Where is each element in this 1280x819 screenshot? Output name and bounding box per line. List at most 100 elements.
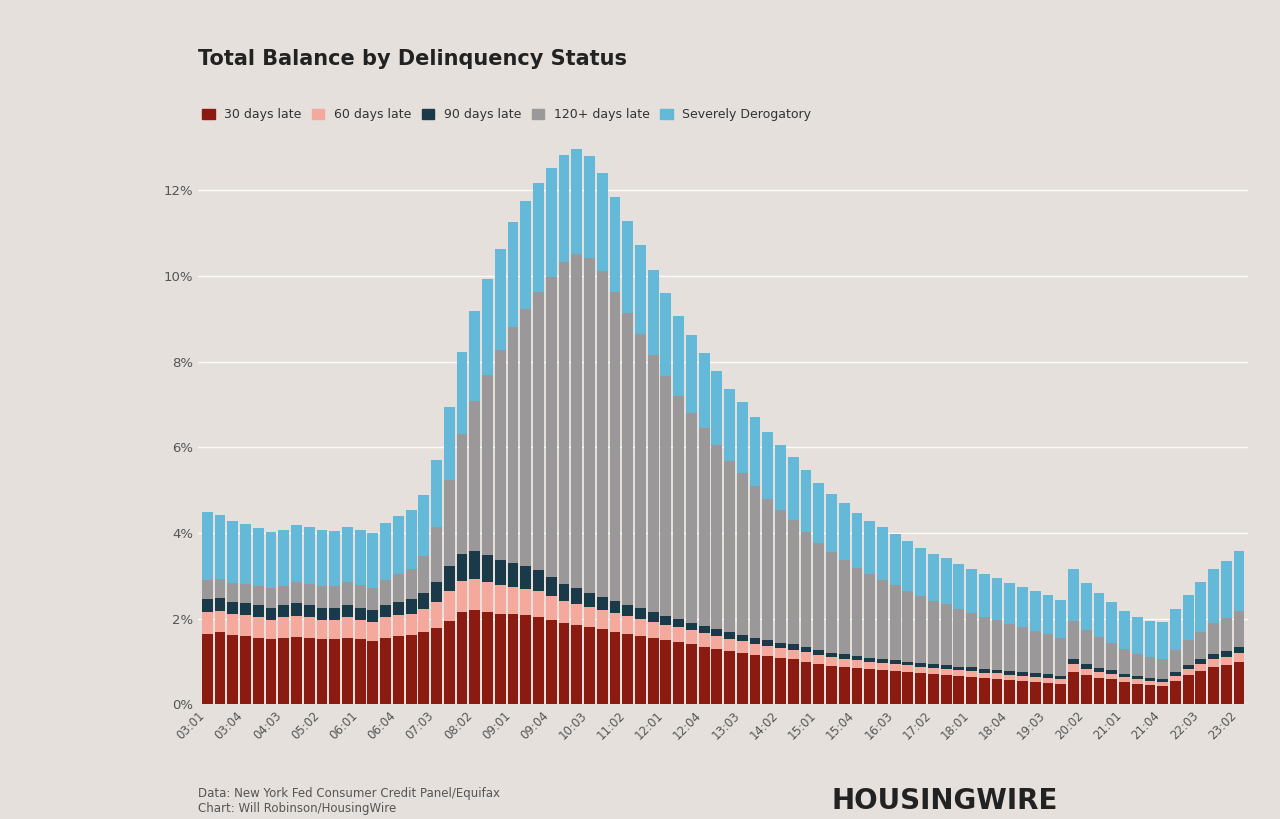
- Bar: [316, 639, 328, 704]
- Bar: [228, 603, 238, 614]
- Bar: [609, 613, 621, 631]
- Bar: [228, 521, 238, 583]
- Bar: [992, 578, 1002, 620]
- Bar: [508, 586, 518, 614]
- Bar: [228, 635, 238, 704]
- Bar: [660, 616, 671, 625]
- Bar: [699, 428, 709, 626]
- Bar: [419, 632, 429, 704]
- Bar: [571, 254, 582, 588]
- Bar: [864, 669, 876, 704]
- Bar: [673, 316, 684, 396]
- Bar: [1196, 671, 1206, 704]
- Bar: [1208, 659, 1219, 667]
- Bar: [928, 600, 938, 664]
- Bar: [329, 586, 340, 608]
- Bar: [215, 611, 225, 632]
- Bar: [329, 532, 340, 586]
- Bar: [1080, 669, 1092, 675]
- Bar: [291, 604, 302, 616]
- Bar: [367, 622, 379, 641]
- Bar: [635, 245, 646, 334]
- Bar: [1144, 657, 1156, 678]
- Bar: [737, 402, 748, 473]
- Bar: [532, 570, 544, 590]
- Bar: [406, 635, 416, 704]
- Bar: [380, 638, 392, 704]
- Bar: [941, 559, 951, 604]
- Bar: [558, 600, 570, 623]
- Bar: [954, 676, 964, 704]
- Bar: [470, 579, 480, 610]
- Legend: 30 days late, 60 days late, 90 days late, 120+ days late, Severely Derogatory: 30 days late, 60 days late, 90 days late…: [198, 105, 815, 125]
- Bar: [1030, 682, 1041, 704]
- Bar: [1221, 561, 1231, 618]
- Bar: [864, 521, 876, 574]
- Bar: [1196, 659, 1206, 664]
- Bar: [776, 445, 786, 510]
- Bar: [470, 610, 480, 704]
- Bar: [1234, 551, 1244, 610]
- Bar: [1234, 647, 1244, 653]
- Bar: [1080, 675, 1092, 704]
- Bar: [1157, 679, 1169, 682]
- Bar: [1043, 634, 1053, 674]
- Bar: [1157, 659, 1169, 679]
- Bar: [992, 620, 1002, 670]
- Bar: [202, 580, 212, 600]
- Bar: [521, 201, 531, 310]
- Bar: [776, 648, 786, 658]
- Bar: [596, 271, 608, 597]
- Bar: [1144, 622, 1156, 657]
- Bar: [954, 667, 964, 671]
- Bar: [724, 461, 735, 632]
- Bar: [1068, 659, 1079, 664]
- Bar: [1170, 650, 1181, 672]
- Bar: [800, 532, 812, 647]
- Bar: [355, 586, 366, 608]
- Bar: [826, 494, 837, 552]
- Bar: [1170, 609, 1181, 650]
- Bar: [1106, 671, 1117, 674]
- Bar: [851, 514, 863, 568]
- Bar: [1221, 657, 1231, 665]
- Bar: [941, 669, 951, 675]
- Bar: [673, 627, 684, 642]
- Bar: [571, 604, 582, 625]
- Bar: [367, 533, 379, 588]
- Bar: [1018, 672, 1028, 676]
- Bar: [979, 678, 989, 704]
- Bar: [1132, 680, 1143, 684]
- Bar: [545, 595, 557, 619]
- Bar: [380, 604, 392, 618]
- Bar: [329, 608, 340, 619]
- Bar: [584, 592, 595, 607]
- Bar: [992, 673, 1002, 679]
- Bar: [483, 613, 493, 704]
- Bar: [291, 616, 302, 636]
- Bar: [342, 527, 353, 582]
- Bar: [851, 660, 863, 668]
- Bar: [584, 258, 595, 592]
- Bar: [712, 371, 722, 445]
- Bar: [851, 568, 863, 656]
- Bar: [1005, 624, 1015, 671]
- Bar: [291, 636, 302, 704]
- Bar: [686, 413, 696, 622]
- Bar: [342, 638, 353, 704]
- Bar: [1093, 672, 1105, 678]
- Bar: [483, 555, 493, 582]
- Bar: [609, 197, 621, 292]
- Bar: [355, 530, 366, 586]
- Bar: [673, 642, 684, 704]
- Bar: [699, 353, 709, 428]
- Bar: [890, 672, 901, 704]
- Bar: [622, 616, 634, 634]
- Bar: [265, 608, 276, 619]
- Bar: [1221, 665, 1231, 704]
- Bar: [253, 605, 264, 618]
- Bar: [495, 350, 506, 559]
- Bar: [776, 658, 786, 704]
- Bar: [648, 355, 658, 613]
- Bar: [1132, 654, 1143, 676]
